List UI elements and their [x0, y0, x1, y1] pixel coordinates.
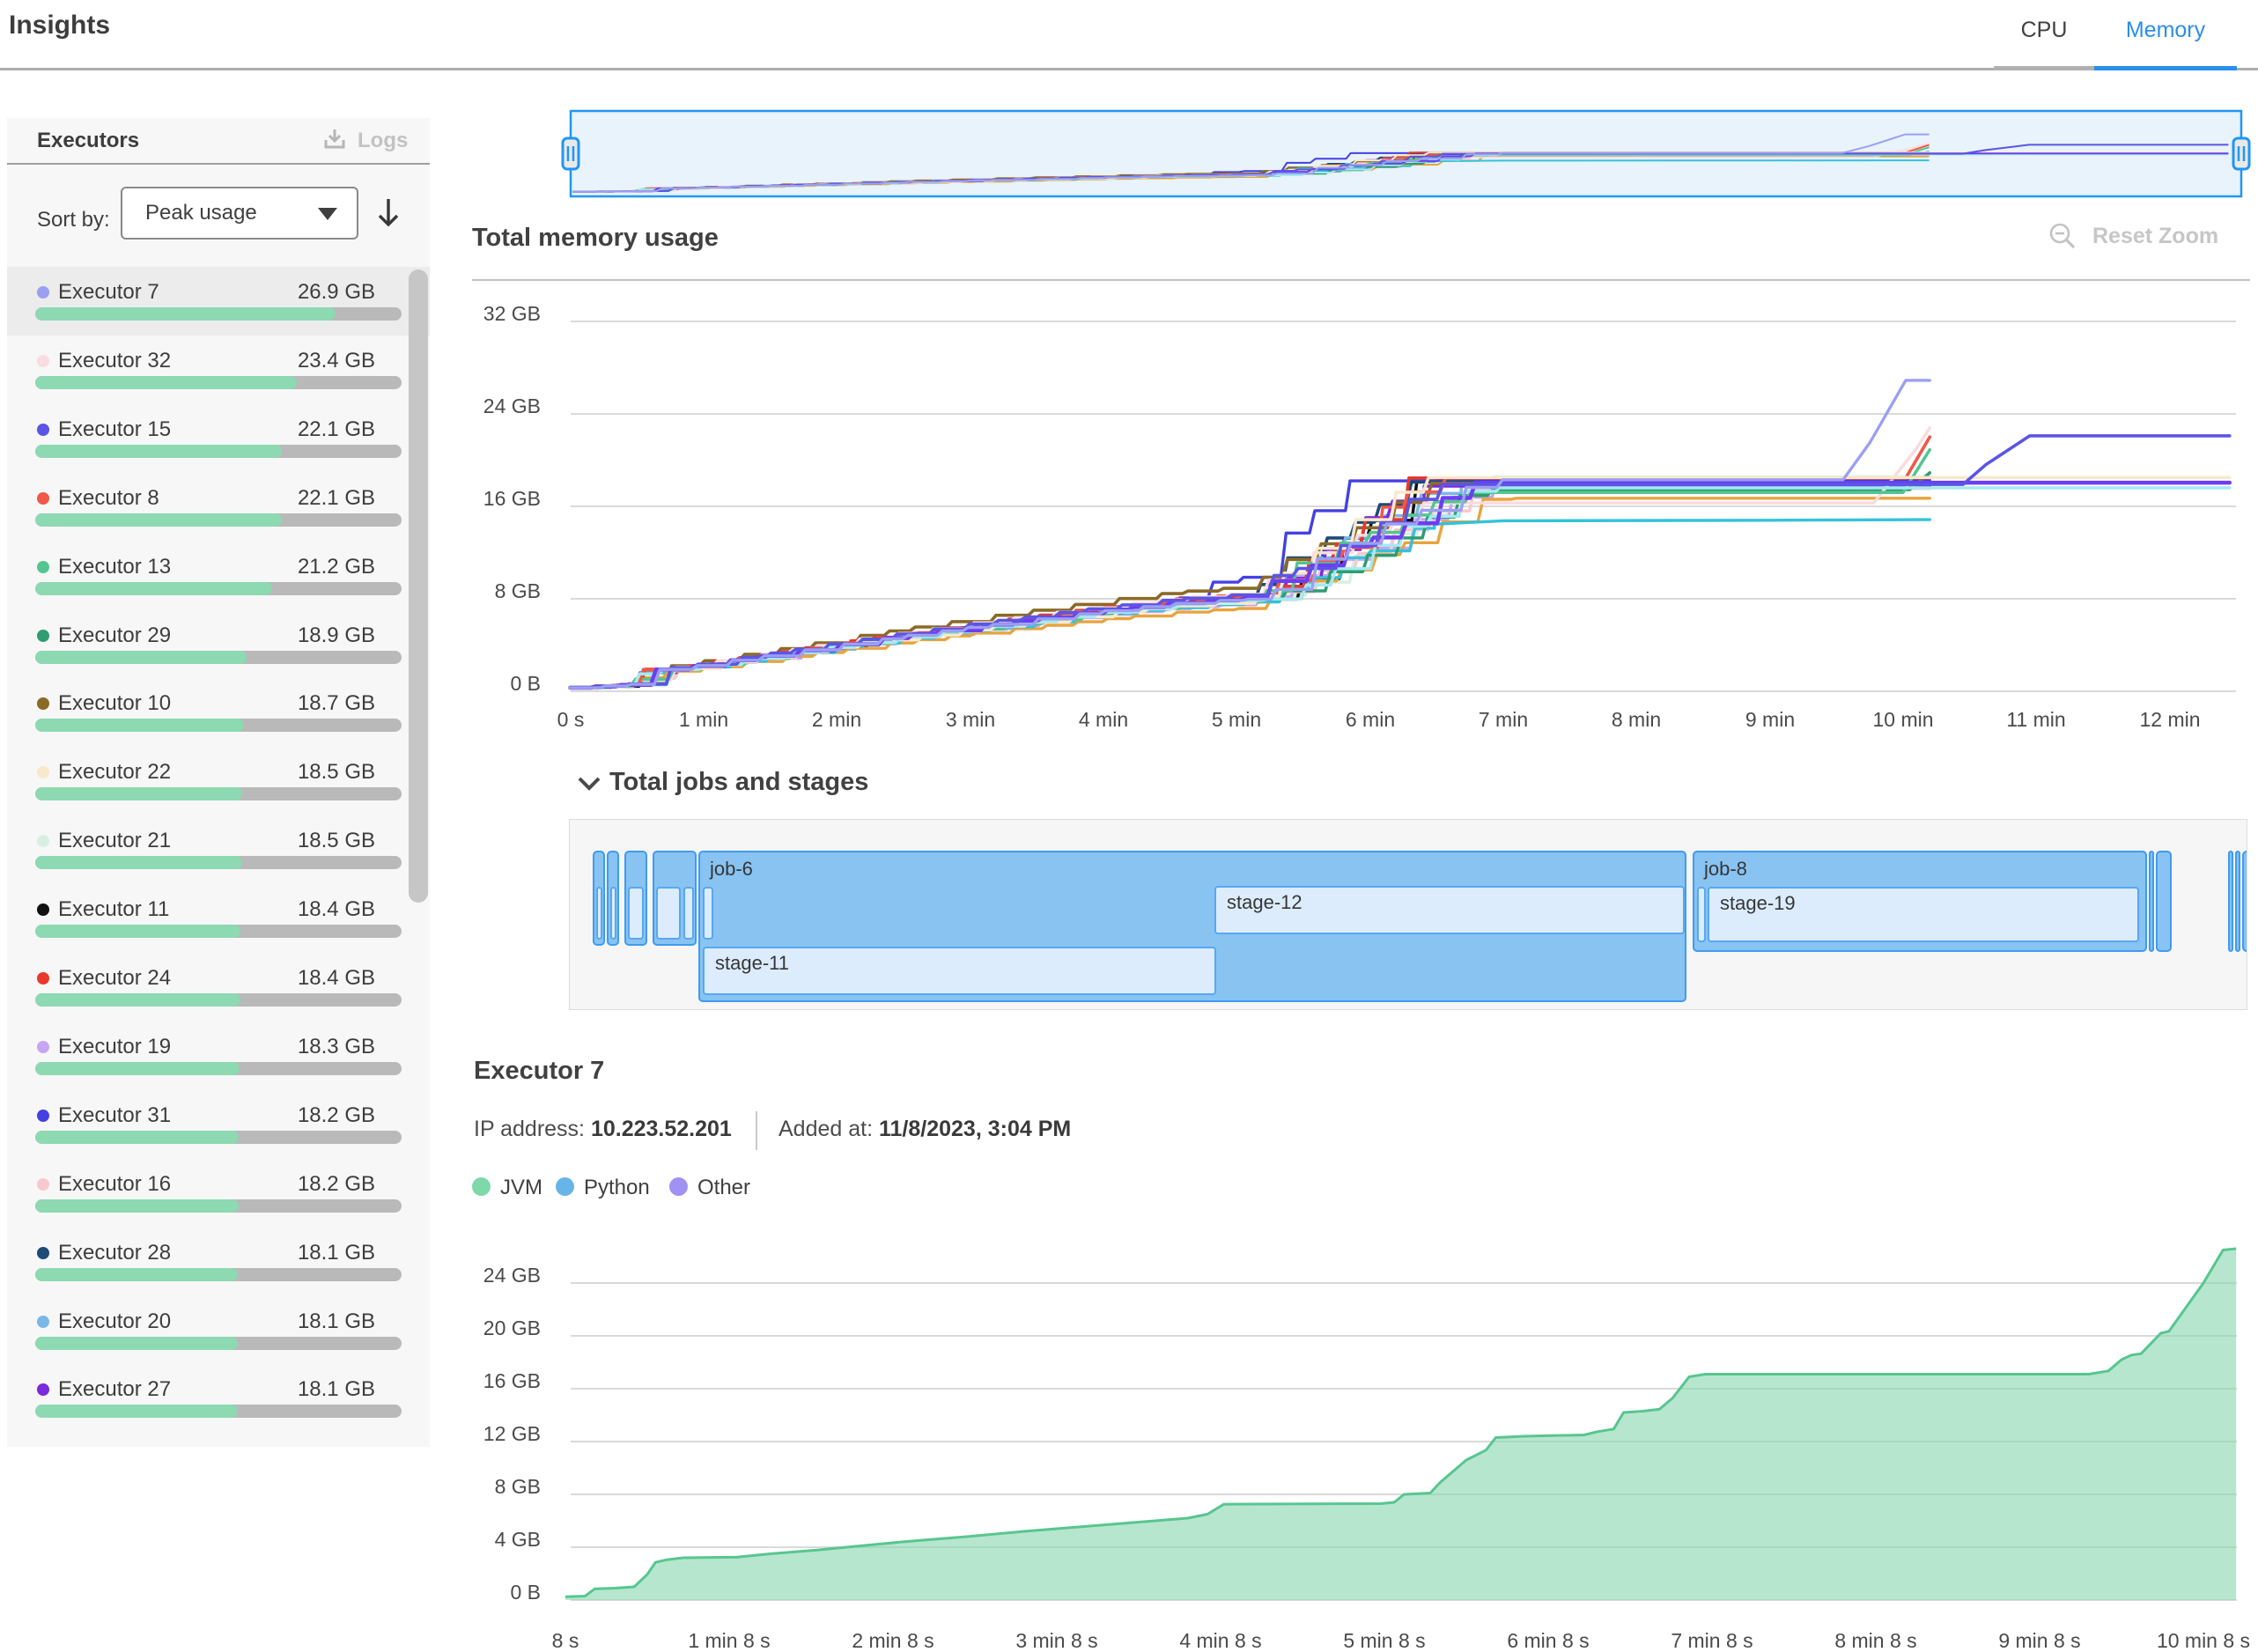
svg-text:2 min: 2 min: [812, 708, 861, 731]
svg-text:6 min: 6 min: [1346, 708, 1395, 731]
svg-text:12 GB: 12 GB: [483, 1422, 541, 1445]
svg-text:16 GB: 16 GB: [483, 487, 541, 510]
svg-text:8 s: 8 s: [552, 1629, 579, 1652]
svg-text:10 min 8 s: 10 min 8 s: [2157, 1629, 2250, 1652]
svg-text:12 min: 12 min: [2139, 708, 2200, 731]
svg-text:1 min: 1 min: [679, 708, 728, 731]
svg-text:20 GB: 20 GB: [483, 1316, 541, 1339]
svg-text:4 GB: 4 GB: [495, 1528, 541, 1551]
svg-text:24 GB: 24 GB: [483, 395, 541, 417]
svg-text:6 min 8 s: 6 min 8 s: [1507, 1629, 1589, 1652]
svg-text:4 min 8 s: 4 min 8 s: [1179, 1629, 1261, 1652]
svg-text:4 min: 4 min: [1079, 708, 1128, 731]
svg-text:9 min: 9 min: [1745, 708, 1795, 731]
svg-text:8 GB: 8 GB: [495, 579, 541, 602]
svg-text:2 min 8 s: 2 min 8 s: [852, 1629, 933, 1652]
svg-text:0 B: 0 B: [510, 672, 541, 695]
svg-text:7 min 8 s: 7 min 8 s: [1671, 1629, 1753, 1652]
svg-text:3 min: 3 min: [946, 708, 995, 731]
svg-text:0 s: 0 s: [557, 708, 585, 731]
svg-text:16 GB: 16 GB: [483, 1369, 541, 1392]
svg-text:0 B: 0 B: [510, 1581, 541, 1604]
svg-text:32 GB: 32 GB: [483, 302, 541, 325]
svg-text:8 min 8 s: 8 min 8 s: [1834, 1629, 1916, 1652]
svg-text:9 min 8 s: 9 min 8 s: [1998, 1629, 2080, 1652]
svg-text:8 GB: 8 GB: [495, 1475, 541, 1498]
svg-text:24 GB: 24 GB: [483, 1264, 541, 1287]
svg-text:3 min 8 s: 3 min 8 s: [1015, 1629, 1097, 1652]
svg-text:5 min: 5 min: [1212, 708, 1261, 731]
svg-text:1 min 8 s: 1 min 8 s: [688, 1629, 770, 1652]
svg-text:10 min: 10 min: [1872, 708, 1933, 731]
svg-text:7 min: 7 min: [1479, 708, 1528, 731]
svg-text:8 min: 8 min: [1612, 708, 1661, 731]
svg-text:5 min 8 s: 5 min 8 s: [1343, 1629, 1425, 1652]
svg-text:11 min: 11 min: [2006, 708, 2065, 731]
